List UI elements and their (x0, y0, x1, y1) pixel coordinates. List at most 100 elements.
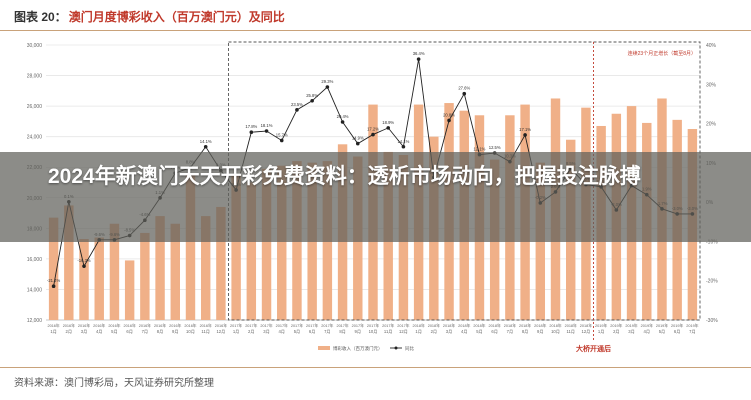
x-tick-year: 2016年 (108, 323, 120, 328)
yoy-point (264, 129, 269, 133)
x-tick-year: 2019年 (610, 323, 622, 328)
revenue-bar (79, 239, 89, 320)
x-tick-year: 2018年 (473, 323, 485, 328)
yoy-point (371, 132, 375, 137)
revenue-bar (155, 216, 165, 320)
x-tick-year: 2019年 (686, 323, 698, 328)
yoy-point (355, 141, 360, 146)
x-tick-year: 2017年 (306, 323, 318, 328)
revenue-bar (109, 223, 120, 320)
x-tick-year: 2017年 (260, 323, 272, 328)
yoy-point (295, 108, 299, 112)
yoy-data-label: 12.5% (489, 145, 501, 150)
x-tick-month: 7月 (324, 329, 331, 335)
x-tick-month: 11月 (201, 329, 210, 335)
yoy-point (340, 120, 345, 124)
yoy-data-label: 17.1% (519, 127, 531, 132)
x-tick-year: 2016年 (93, 323, 105, 328)
yoy-point (386, 126, 391, 130)
revenue-bar (216, 206, 226, 320)
x-tick-month: 2月 (66, 329, 73, 335)
left-axis-tick-label: 24,000 (27, 135, 43, 141)
x-tick-year: 2017年 (245, 323, 257, 328)
highlight-annotation: 连续23个月正增长（截至8月） (628, 50, 696, 57)
figure-title-text: 澳门月度博彩收入（百万澳门元）及同比 (68, 10, 285, 24)
revenue-bar (185, 173, 196, 320)
yoy-data-label: -21.4% (47, 278, 61, 283)
yoy-data-label: 17.2% (367, 127, 379, 132)
figure-title: 图表 20： 澳门月度博彩收入（百万澳门元）及同比 (14, 8, 285, 25)
yoy-data-label: 15.7% (276, 132, 288, 137)
figure-label: 图表 20： (14, 10, 67, 24)
x-tick-month: 1月 (233, 329, 240, 335)
left-axis-tick-label: 16,000 (27, 257, 43, 263)
x-tick-month: 5月 (111, 329, 118, 335)
x-tick-month: 7月 (507, 329, 514, 335)
x-tick-month: 8月 (339, 329, 346, 335)
yoy-point (416, 57, 421, 61)
x-tick-month: 12月 (399, 329, 408, 335)
yoy-point (203, 144, 208, 149)
banner-headline: 2024年新澳门天天开彩免费资料：透析市场动向，把握投注脉搏 (48, 165, 641, 188)
x-tick-year: 2019年 (641, 323, 653, 328)
x-tick-year: 2016年 (139, 323, 151, 328)
yoy-data-label: 18.9% (382, 120, 394, 125)
x-tick-year: 2019年 (671, 323, 683, 328)
x-tick-month: 10月 (186, 329, 195, 335)
x-tick-month: 1月 (415, 329, 422, 335)
yoy-point (523, 133, 527, 137)
yoy-point (447, 118, 451, 123)
x-tick-year: 2018年 (565, 323, 577, 328)
yoy-data-label: 14.1% (200, 139, 212, 144)
x-tick-year: 2018年 (413, 323, 425, 328)
yoy-data-label: 18.1% (261, 123, 273, 128)
x-tick-year: 2019年 (656, 323, 668, 328)
x-tick-month: 7月 (689, 329, 696, 335)
revenue-bar (246, 182, 257, 320)
x-tick-month: 8月 (522, 329, 529, 335)
x-tick-year: 2017年 (230, 323, 242, 328)
x-tick-year: 2016年 (215, 323, 227, 328)
x-tick-month: 2月 (431, 329, 438, 335)
left-axis-tick-label: 26,000 (27, 104, 43, 110)
yoy-data-label: 36.4% (413, 51, 425, 56)
yoy-data-label: 14.1% (397, 139, 409, 144)
left-axis-tick-label: 12,000 (27, 318, 43, 324)
revenue-bar (124, 260, 135, 320)
left-axis-tick-label: 30,000 (27, 43, 43, 49)
x-tick-month: 5月 (476, 329, 483, 335)
x-tick-year: 2018年 (504, 323, 516, 328)
legend-label-revenue: 博彩收入（百万澳门元） (333, 345, 383, 352)
x-tick-year: 2017年 (397, 323, 409, 328)
x-tick-month: 1月 (598, 329, 605, 335)
x-tick-month: 3月 (263, 329, 270, 335)
yoy-data-label: 14.9% (352, 136, 364, 141)
yoy-data-label: -16.3% (77, 258, 91, 263)
x-tick-year: 2016年 (78, 323, 90, 328)
right-axis-tick-label: 20% (706, 122, 717, 128)
x-tick-year: 2019年 (595, 323, 607, 328)
x-tick-month: 3月 (81, 329, 88, 335)
x-tick-month: 6月 (309, 329, 316, 335)
x-tick-month: 10月 (551, 329, 560, 335)
x-tick-month: 10月 (369, 329, 378, 335)
x-tick-month: 9月 (172, 329, 179, 335)
x-tick-year: 2019年 (625, 323, 637, 328)
yoy-data-label: 29.3% (321, 79, 333, 84)
yoy-data-label: 17.8% (245, 124, 257, 129)
x-tick-month: 9月 (537, 329, 544, 335)
source-note: 资料来源：澳门博彩局，天风证券研究所整理 (14, 378, 214, 389)
revenue-bar (48, 217, 59, 320)
x-tick-month: 3月 (628, 329, 635, 335)
x-tick-year: 2018年 (458, 323, 470, 328)
yoy-data-label: 20.4% (337, 114, 349, 119)
x-tick-month: 12月 (216, 329, 225, 335)
yoy-point (279, 138, 284, 143)
yoy-point (462, 91, 467, 96)
x-tick-month: 4月 (644, 329, 651, 335)
title-rule (0, 30, 751, 31)
x-tick-month: 8月 (157, 329, 164, 335)
x-tick-year: 2017年 (352, 323, 364, 328)
revenue-bar (94, 237, 104, 320)
x-tick-year: 2018年 (580, 323, 592, 328)
